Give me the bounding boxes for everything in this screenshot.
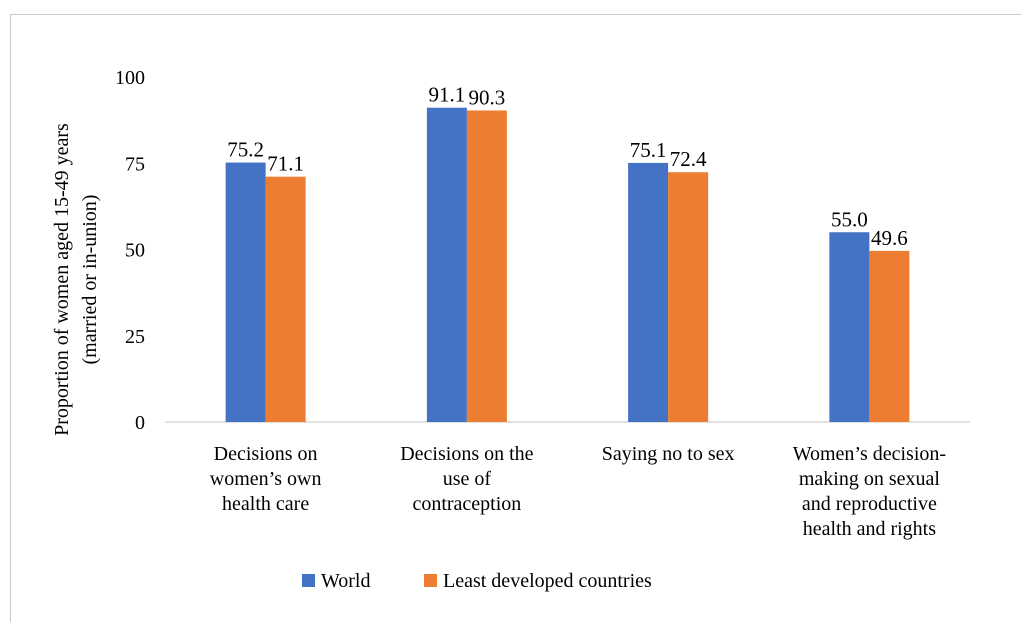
legend-swatch — [424, 574, 437, 587]
data-label: 75.1 — [630, 138, 667, 162]
y-axis-label-line: Proportion of women aged 15-49 years — [51, 123, 73, 436]
category-label-line: health and rights — [803, 518, 937, 540]
bar-world — [829, 232, 870, 422]
bar-least-developed-countries — [668, 172, 709, 422]
bar-world — [628, 162, 669, 422]
y-tick-label: 100 — [115, 67, 145, 89]
category-label-line: Decisions on — [214, 443, 318, 465]
category-label-line: women’s own — [210, 468, 322, 490]
category-label-line: Saying no to sex — [602, 443, 735, 465]
legend: World Least developed countries — [302, 570, 652, 592]
category-label-line: Decisions on the — [400, 443, 533, 465]
category-labels: Decisions on women’s own health care Decisi… — [210, 443, 946, 540]
category-label-line: use of — [443, 468, 492, 490]
y-tick-label: 0 — [135, 412, 145, 434]
data-label: 91.1 — [429, 83, 466, 107]
bar-least-developed-countries — [869, 250, 910, 422]
data-label: 72.4 — [670, 147, 707, 171]
legend-swatch — [302, 574, 315, 587]
y-tick-label: 50 — [125, 240, 145, 262]
y-axis-ticks: 0 25 50 75 100 — [115, 67, 145, 434]
bars — [225, 107, 910, 422]
y-axis-label: Proportion of women aged 15-49 years (mar… — [51, 123, 101, 436]
y-tick-label: 75 — [125, 153, 145, 175]
category-label-line: and reproductive — [802, 493, 937, 515]
data-label: 90.3 — [469, 85, 506, 109]
data-label: 75.2 — [227, 138, 264, 162]
bar-world — [426, 107, 467, 422]
category-label-line: Women’s decision- — [793, 443, 946, 465]
bar-least-developed-countries — [466, 110, 507, 422]
legend-label: Least developed countries — [443, 570, 652, 592]
data-labels: 75.271.1 91.1 90.3 75.1 72.4 55.049.6 — [227, 83, 908, 250]
bar-world — [225, 162, 266, 422]
category-label-line: health care — [222, 493, 309, 515]
y-axis-label-line: (married or in-union) — [79, 195, 101, 365]
data-label: 49.6 — [871, 226, 908, 250]
category-label-line: making on sexual — [799, 468, 941, 490]
legend-label: World — [321, 570, 371, 592]
category-label-line: contraception — [412, 493, 521, 515]
data-label: 71.1 — [267, 152, 304, 176]
bar-least-developed-countries — [265, 176, 306, 422]
data-label: 55.0 — [831, 207, 868, 231]
y-tick-label: 25 — [125, 326, 145, 348]
